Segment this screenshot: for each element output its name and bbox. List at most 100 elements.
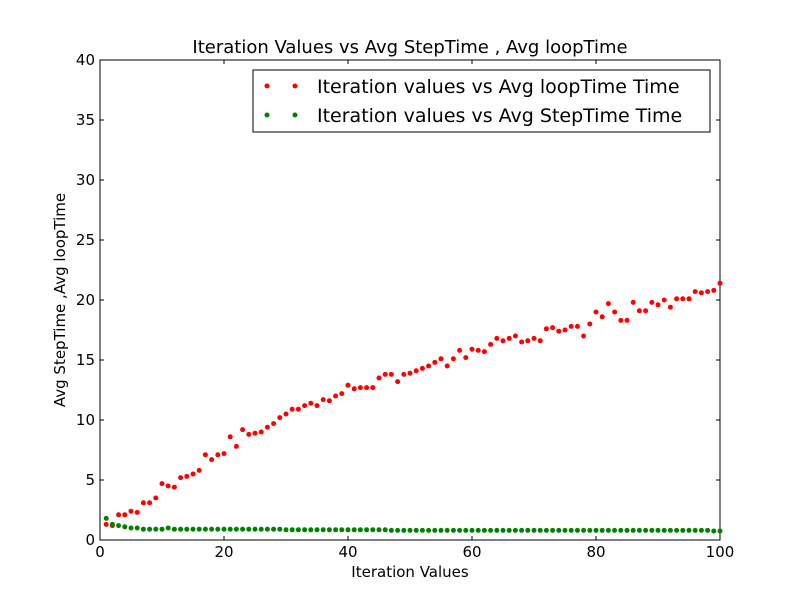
series-1-point — [227, 434, 233, 440]
series-1-point — [512, 333, 518, 339]
series-2-point — [364, 527, 370, 533]
x-tick-label: 40 — [338, 543, 357, 561]
series-2-point — [246, 526, 252, 532]
series-1-point — [295, 406, 301, 412]
series-1-point — [202, 452, 208, 458]
series-2-point — [233, 526, 239, 532]
series-2-point — [612, 527, 618, 533]
y-tick-label: 5 — [85, 471, 95, 489]
series-1-point — [103, 521, 109, 527]
series-1-point — [581, 333, 587, 339]
series-1-point — [277, 415, 283, 421]
series-1-point — [376, 375, 382, 381]
series-2-point — [109, 521, 115, 527]
series-2-point — [500, 527, 506, 533]
series-2-point — [413, 527, 419, 533]
series-1-point — [556, 328, 562, 334]
series-2-point — [624, 527, 630, 533]
series-2-point — [289, 527, 295, 533]
series-1-point — [481, 349, 487, 355]
series-1-point — [463, 355, 469, 361]
series-1-point — [705, 289, 711, 295]
series-1-point — [562, 327, 568, 333]
series-1-point — [190, 471, 196, 477]
series-2-point — [240, 526, 246, 532]
series-2-point — [469, 527, 475, 533]
series-2-point — [605, 527, 611, 533]
series-1-point — [419, 365, 425, 371]
series-2-point — [314, 527, 320, 533]
series-1-point — [159, 481, 165, 487]
series-2-point — [506, 527, 512, 533]
series-2-point — [550, 527, 556, 533]
series-2-point — [450, 527, 456, 533]
legend-marker — [292, 112, 298, 118]
series-2-point — [122, 524, 128, 530]
series-1-point — [568, 323, 574, 329]
series-1-point — [128, 508, 134, 514]
series-2-point — [345, 527, 351, 533]
series-2-point — [351, 527, 357, 533]
series-2-point — [574, 527, 580, 533]
x-tick-label: 0 — [95, 543, 105, 561]
series-2-point — [680, 527, 686, 533]
series-1-point — [233, 443, 239, 449]
series-1-point — [655, 302, 661, 308]
series-1-point — [680, 296, 686, 302]
series-2-point — [395, 527, 401, 533]
series-1-point — [147, 500, 153, 506]
y-tick-label: 10 — [76, 411, 95, 429]
plot-frame — [99, 59, 721, 541]
series-2-point — [302, 527, 308, 533]
series-2-point — [698, 527, 704, 533]
y-tick-label: 35 — [76, 111, 95, 129]
series-2-point — [171, 526, 177, 532]
series-2-point — [525, 527, 531, 533]
series-1-point — [246, 431, 252, 437]
series-2-point — [674, 527, 680, 533]
series-1-point — [636, 308, 642, 314]
y-tick-label: 15 — [76, 351, 95, 369]
series-1-point — [612, 309, 618, 315]
series-2-point — [401, 527, 407, 533]
series-2-point — [140, 526, 146, 532]
series-1-point — [326, 398, 332, 404]
series-2-point — [537, 527, 543, 533]
series-1-point — [388, 371, 394, 377]
series-1-point — [178, 475, 184, 481]
series-2-point — [543, 527, 549, 533]
series-2-point — [202, 526, 208, 532]
series-1-point — [351, 386, 357, 392]
series-1-point — [413, 368, 419, 374]
series-2-point — [382, 527, 388, 533]
series-1-point — [382, 371, 388, 377]
series-1-point — [357, 385, 363, 391]
series-2-point — [209, 526, 215, 532]
series-2-point — [190, 526, 196, 532]
x-tick-label: 80 — [586, 543, 605, 561]
chart-title: Iteration Values vs Avg StepTime , Avg l… — [192, 37, 627, 58]
series-2-point — [512, 527, 518, 533]
series-2-point — [295, 527, 301, 533]
series-2-point — [438, 527, 444, 533]
series-1-point — [500, 338, 506, 344]
series-2-point — [227, 526, 233, 532]
y-tick-label: 40 — [76, 51, 95, 69]
series-2-point — [636, 527, 642, 533]
series-2-point — [153, 526, 159, 532]
series-2-point — [339, 527, 345, 533]
series-2-point — [705, 527, 711, 533]
axis-ticks: 0 20 40 60 80 100 0 5 10 15 20 25 30 35 40 — [76, 51, 734, 561]
y-tick-label: 20 — [76, 291, 95, 309]
series-2-point — [711, 528, 717, 534]
series-1-point — [283, 411, 289, 417]
series-1-point — [333, 393, 339, 399]
series-2-point — [333, 527, 339, 533]
series-1-point — [674, 296, 680, 302]
series-1-point — [519, 339, 525, 345]
series-2-point — [432, 527, 438, 533]
series-2-point — [686, 527, 692, 533]
series-1-point — [488, 341, 494, 347]
series-1-point — [531, 335, 537, 341]
series-1-point — [339, 391, 345, 397]
